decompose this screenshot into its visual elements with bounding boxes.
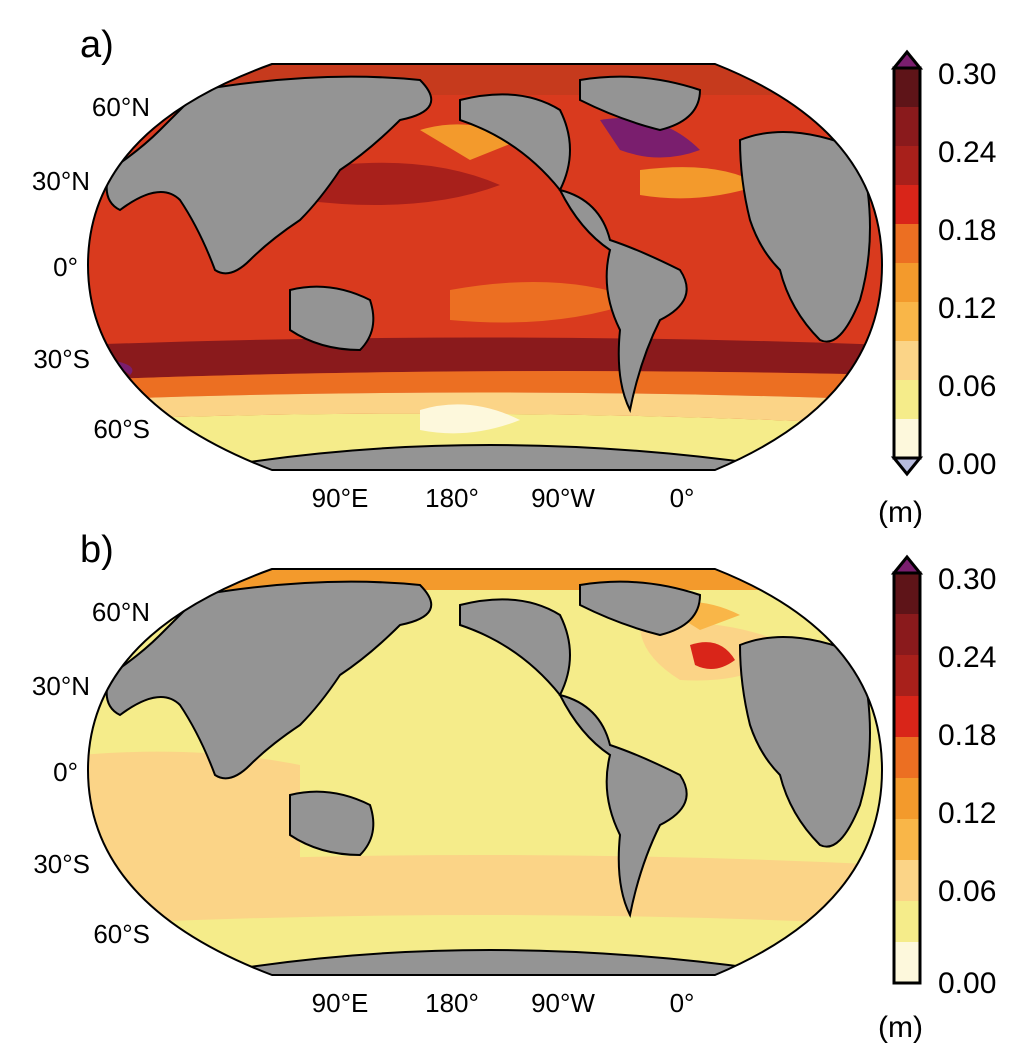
colorbar-bin (894, 942, 920, 983)
colorbar-border (892, 66, 922, 460)
cb-tick: 0.00 (938, 448, 997, 481)
colorbar-bin (894, 185, 920, 224)
lat-label-0: 0° (53, 252, 78, 282)
lon-label-90w: 90°W (531, 483, 595, 513)
colorbar-a (890, 49, 924, 477)
colorbar-extend-high (890, 554, 924, 575)
cb-tick: 0.24 (938, 136, 997, 169)
lat-label-30n: 30°N (31, 166, 90, 196)
panel-label: a) (80, 24, 114, 66)
colorbar-b (890, 554, 924, 985)
colorbar-extend-low (890, 456, 924, 477)
colorbar-bin (894, 380, 920, 419)
map-a-canvas (86, 63, 884, 471)
colorbar-bin (894, 341, 920, 380)
colorbar-unit: (m) (878, 496, 923, 529)
cb-tick: 0.00 (938, 967, 997, 1000)
colorbar-bin (894, 696, 920, 737)
map-panel-a: a) (0, 0, 1020, 529)
cb-tick: 0.06 (938, 370, 997, 403)
colorbar-bin (894, 901, 920, 942)
colorbar-bin (894, 302, 920, 341)
lon-label-0: 0° (669, 483, 695, 513)
colorbar-bin (894, 419, 920, 458)
colorbar-unit: (m) (878, 1011, 923, 1044)
colorbar-extend-high (890, 49, 924, 70)
map-border (86, 568, 884, 976)
colorbar-bin (894, 819, 920, 860)
colorbar-bin (894, 737, 920, 778)
map-b-canvas (86, 568, 884, 976)
lon-label-180: 180° (425, 483, 479, 513)
cb-tick: 0.18 (938, 214, 997, 247)
colorbar-bin (894, 860, 920, 901)
colorbar-bin (894, 778, 920, 819)
panel-label: b) (80, 529, 114, 571)
map-border (86, 63, 884, 471)
lon-label-90e: 90°E (311, 483, 369, 513)
cb-tick: 0.24 (938, 641, 997, 674)
lat-label-30s: 30°S (33, 849, 90, 879)
lat-label-60s: 60°S (93, 414, 150, 444)
cb-tick: 0.30 (938, 563, 997, 596)
cb-tick: 0.12 (938, 797, 997, 830)
lon-label-90w: 90°W (531, 988, 595, 1018)
lon-label-180: 180° (425, 988, 479, 1018)
colorbar-bin (894, 146, 920, 185)
map-panel-b: b) 60°N 30°N 0° 30°S 60°S 90°E (0, 505, 1020, 1044)
cb-tick: 0.18 (938, 719, 997, 752)
colorbar-bin (894, 655, 920, 696)
colorbar-bin (894, 573, 920, 614)
lat-label-60n: 60°N (91, 92, 150, 122)
cb-tick: 0.30 (938, 58, 997, 91)
lat-label-0: 0° (53, 757, 78, 787)
colorbar-border (892, 571, 922, 985)
cb-tick: 0.06 (938, 875, 997, 908)
cb-tick: 0.12 (938, 292, 997, 325)
colorbar-bin (894, 224, 920, 263)
land (105, 75, 871, 470)
lon-label-0: 0° (669, 988, 695, 1018)
lat-label-60n: 60°N (91, 597, 150, 627)
lat-label-60s: 60°S (93, 919, 150, 949)
lat-label-30n: 30°N (31, 671, 90, 701)
lat-label-30s: 30°S (33, 344, 90, 374)
colorbar-bin (894, 107, 920, 146)
colorbar-bin (894, 68, 920, 107)
lon-label-90e: 90°E (311, 988, 369, 1018)
colorbar-bin (894, 614, 920, 655)
colorbar-bin (894, 263, 920, 302)
